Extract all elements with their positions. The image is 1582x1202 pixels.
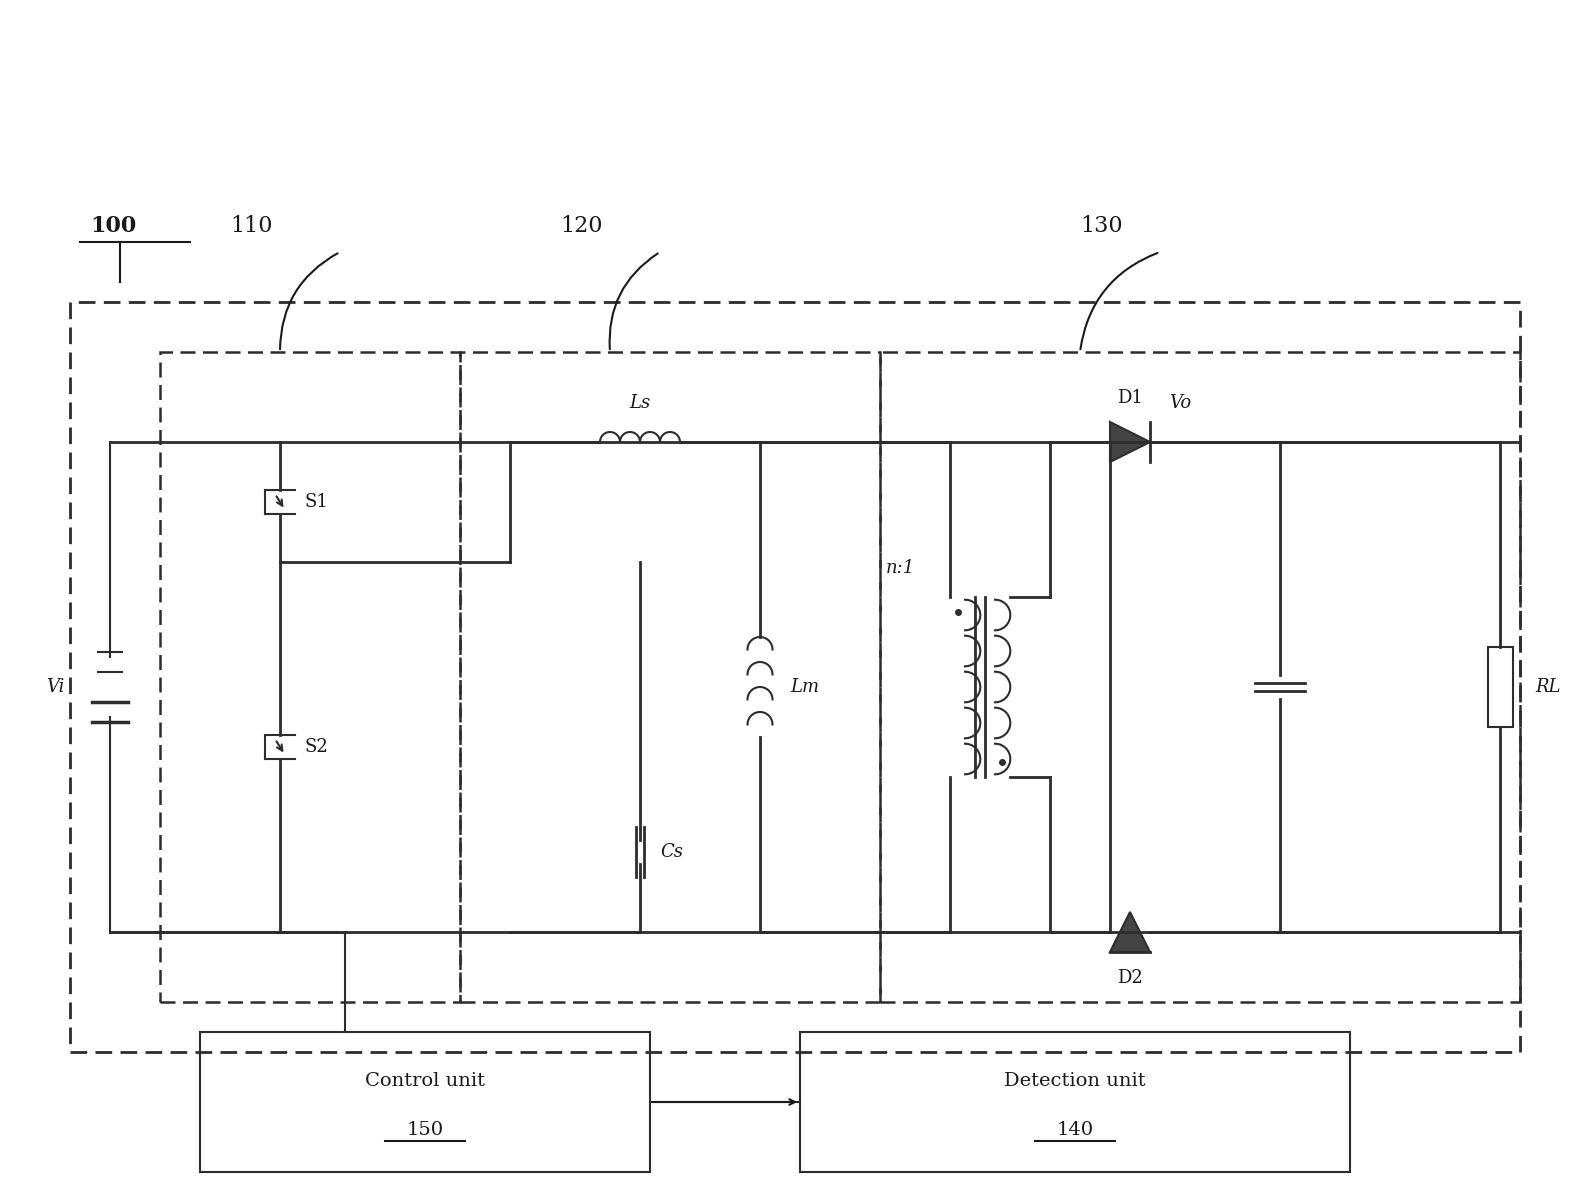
Bar	[800, 1033, 1349, 1172]
Bar	[70, 302, 1520, 1052]
Text: S1: S1	[305, 493, 329, 511]
Bar	[160, 352, 460, 1002]
Text: Lm: Lm	[789, 678, 819, 696]
Text: Vi: Vi	[46, 678, 65, 696]
Text: 110: 110	[229, 215, 272, 237]
Bar	[199, 1033, 650, 1172]
Text: Control unit: Control unit	[365, 1072, 486, 1090]
Text: RL: RL	[1535, 678, 1560, 696]
Polygon shape	[1111, 422, 1150, 462]
Text: 150: 150	[407, 1121, 443, 1139]
Bar	[460, 352, 880, 1002]
Text: Cs: Cs	[660, 843, 683, 861]
Text: Ls: Ls	[630, 394, 650, 412]
Text: n:1: n:1	[886, 559, 914, 577]
Text: 130: 130	[1081, 215, 1123, 237]
Text: 100: 100	[90, 215, 136, 237]
Text: S2: S2	[305, 738, 329, 756]
Text: 120: 120	[560, 215, 603, 237]
Bar	[1487, 647, 1512, 727]
Polygon shape	[1111, 912, 1150, 952]
Text: Detection unit: Detection unit	[1005, 1072, 1145, 1090]
Text: D2: D2	[1117, 969, 1142, 987]
Text: Vo: Vo	[1169, 394, 1191, 412]
Text: D1: D1	[1117, 389, 1142, 407]
Bar	[880, 352, 1520, 1002]
Text: 140: 140	[1057, 1121, 1093, 1139]
